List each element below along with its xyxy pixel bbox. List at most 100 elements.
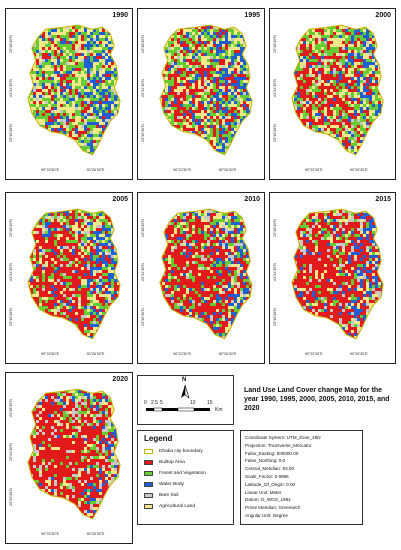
latitude-tick: 23°48'30"N: [273, 35, 277, 54]
legend-item: Dhaka city boundary: [144, 448, 203, 455]
map-panel-2005: 2005 90°22'30"E 90°26'30"E 23°48'30"N 23°44'…: [5, 192, 133, 364]
map-title: Land Use Land Cover change Map for the y…: [244, 387, 390, 412]
coordinate-line: Angular Unit: Degree: [245, 512, 288, 518]
legend-label: Forest and Vegetation: [159, 471, 206, 476]
latitude-tick: 23°44'30"N: [141, 79, 145, 98]
latitude-tick: 23°40'30"N: [141, 307, 145, 326]
legend-label: Water Body: [159, 482, 184, 487]
latitude-tick: 23°48'30"N: [141, 35, 145, 54]
panel-year-label: 1990: [112, 12, 128, 19]
longitude-tick: 90°22'30"E: [173, 352, 192, 356]
scale-tick-2: 5: [160, 400, 163, 406]
coordinate-line: Projection: Transverse_Mercator: [245, 442, 312, 448]
north-label: N: [182, 377, 187, 383]
latitude-tick: 23°44'30"N: [9, 443, 13, 462]
scale-unit: Km: [215, 407, 223, 413]
landcover-map: [291, 208, 384, 340]
coordinate-line: False_Northing: 0.0: [245, 458, 286, 464]
longitude-tick: 90°26'30"E: [350, 168, 368, 172]
longitude-tick: 90°26'30"E: [86, 532, 105, 536]
legend-title: Legend: [144, 434, 173, 443]
legend: Legend Dhaka city boundary Builtup Area Fo…: [137, 430, 234, 525]
legend-item: Water Body: [144, 481, 184, 488]
legend-swatch: [144, 471, 153, 476]
landcover-map: [159, 208, 253, 340]
scale-tick-0: 0: [144, 400, 147, 406]
legend-label: Agricultural Land: [159, 504, 195, 509]
latitude-tick: 23°48'30"N: [273, 219, 277, 238]
legend-swatch: [144, 449, 153, 454]
longitude-tick: 90°22'30"E: [305, 352, 323, 356]
coordinate-line: Latitude_Of_Origin: 0.00: [245, 481, 296, 487]
panel-year-label: 2000: [375, 12, 391, 19]
longitude-tick: 90°26'30"E: [86, 352, 105, 356]
city-boundary: [291, 208, 384, 340]
city-boundary: [159, 24, 253, 156]
legend-item: Forest and Vegetation: [144, 470, 206, 477]
panel-year-label: 2010: [244, 196, 260, 203]
latitude-tick: 23°48'30"N: [9, 35, 13, 54]
longitude-tick: 90°22'30"E: [305, 168, 323, 172]
map-panel-2020: 2020 90°22'30"E 90°26'30"E 23°48'30"N 23°44'…: [5, 372, 133, 544]
latitude-tick: 23°44'30"N: [9, 263, 13, 282]
scale-tick-4: 15: [207, 400, 213, 406]
scale-bar: [146, 407, 210, 412]
panel-year-label: 2005: [112, 196, 128, 203]
scale-tick-3: 10: [190, 400, 196, 406]
coordinate-line: Coordinate System: UTM_Zone_46N: [245, 435, 321, 440]
city-boundary: [27, 388, 121, 520]
panel-year-label: 1995: [244, 12, 260, 19]
city-boundary: [159, 208, 253, 340]
latitude-tick: 23°44'30"N: [273, 263, 277, 282]
landcover-map: [27, 208, 121, 340]
latitude-tick: 23°48'30"N: [9, 399, 13, 418]
north-arrow-icon: [181, 384, 190, 399]
landcover-map: [291, 24, 384, 156]
longitude-tick: 90°26'30"E: [86, 168, 105, 172]
legend-label: Dhaka city boundary: [159, 449, 203, 454]
longitude-tick: 90°26'30"E: [350, 352, 368, 356]
longitude-tick: 90°22'30"E: [41, 352, 60, 356]
longitude-tick: 90°22'30"E: [173, 168, 192, 172]
longitude-tick: 90°22'30"E: [41, 532, 60, 536]
legend-item: Bare Soil: [144, 492, 178, 499]
longitude-tick: 90°26'30"E: [218, 168, 237, 172]
legend-item: Agricultural Land: [144, 503, 195, 510]
latitude-tick: 23°40'30"N: [273, 307, 277, 326]
legend-swatch: [144, 493, 153, 498]
latitude-tick: 23°40'30"N: [9, 123, 13, 142]
longitude-tick: 90°22'30"E: [41, 168, 60, 172]
coordinate-line: False_Easting: 500000.00: [245, 450, 299, 456]
landcover-map: [27, 388, 121, 520]
map-panel-2000: 2000 90°22'30"E 90°26'30"E 23°48'30"N 23°44'…: [269, 8, 396, 180]
latitude-tick: 23°44'30"N: [141, 263, 145, 282]
coordinate-info-box: Coordinate System: UTM_Zone_46N Projectio…: [240, 430, 363, 525]
legend-swatch: [144, 460, 153, 465]
map-panel-2010: 2010 90°22'30"E 90°26'30"E 23°48'30"N 23°44'…: [137, 192, 265, 364]
legend-label: Builtup Area: [159, 460, 185, 465]
legend-swatch: [144, 504, 153, 509]
coordinate-line: Datum: D_WGS_1984: [245, 497, 291, 503]
legend-item: Builtup Area: [144, 459, 185, 466]
city-boundary: [291, 24, 384, 156]
map-panel-1990: 1990 90°22'30"E 90°26'30"E 23°48'30"N 23°44'…: [5, 8, 133, 180]
city-boundary: [27, 208, 121, 340]
coordinate-line: Scale_Factor: 0.9996: [245, 473, 289, 479]
legend-swatch: [144, 482, 153, 487]
city-boundary: [27, 24, 121, 156]
landcover-map: [159, 24, 253, 156]
legend-label: Bare Soil: [159, 493, 179, 498]
coordinate-line: Central_Meridian: 93.00: [245, 466, 295, 472]
coordinate-line: Linear Unit: Meter: [245, 489, 282, 495]
map-panel-2015: 2015 90°22'30"E 90°26'30"E 23°48'30"N 23°44'…: [269, 192, 396, 364]
latitude-tick: 23°40'30"N: [9, 307, 13, 326]
latitude-tick: 23°40'30"N: [273, 123, 277, 142]
coordinate-line: Prime Meridian: Greenwich: [245, 505, 301, 511]
panel-year-label: 2015: [375, 196, 391, 203]
map-panel-1995: 1995 90°22'30"E 90°26'30"E 23°48'30"N 23°44'…: [137, 8, 265, 180]
latitude-tick: 23°44'30"N: [9, 79, 13, 98]
latitude-tick: 23°40'30"N: [141, 123, 145, 142]
panel-year-label: 2020: [112, 376, 128, 383]
latitude-tick: 23°44'30"N: [273, 79, 277, 98]
latitude-tick: 23°40'30"N: [9, 487, 13, 506]
